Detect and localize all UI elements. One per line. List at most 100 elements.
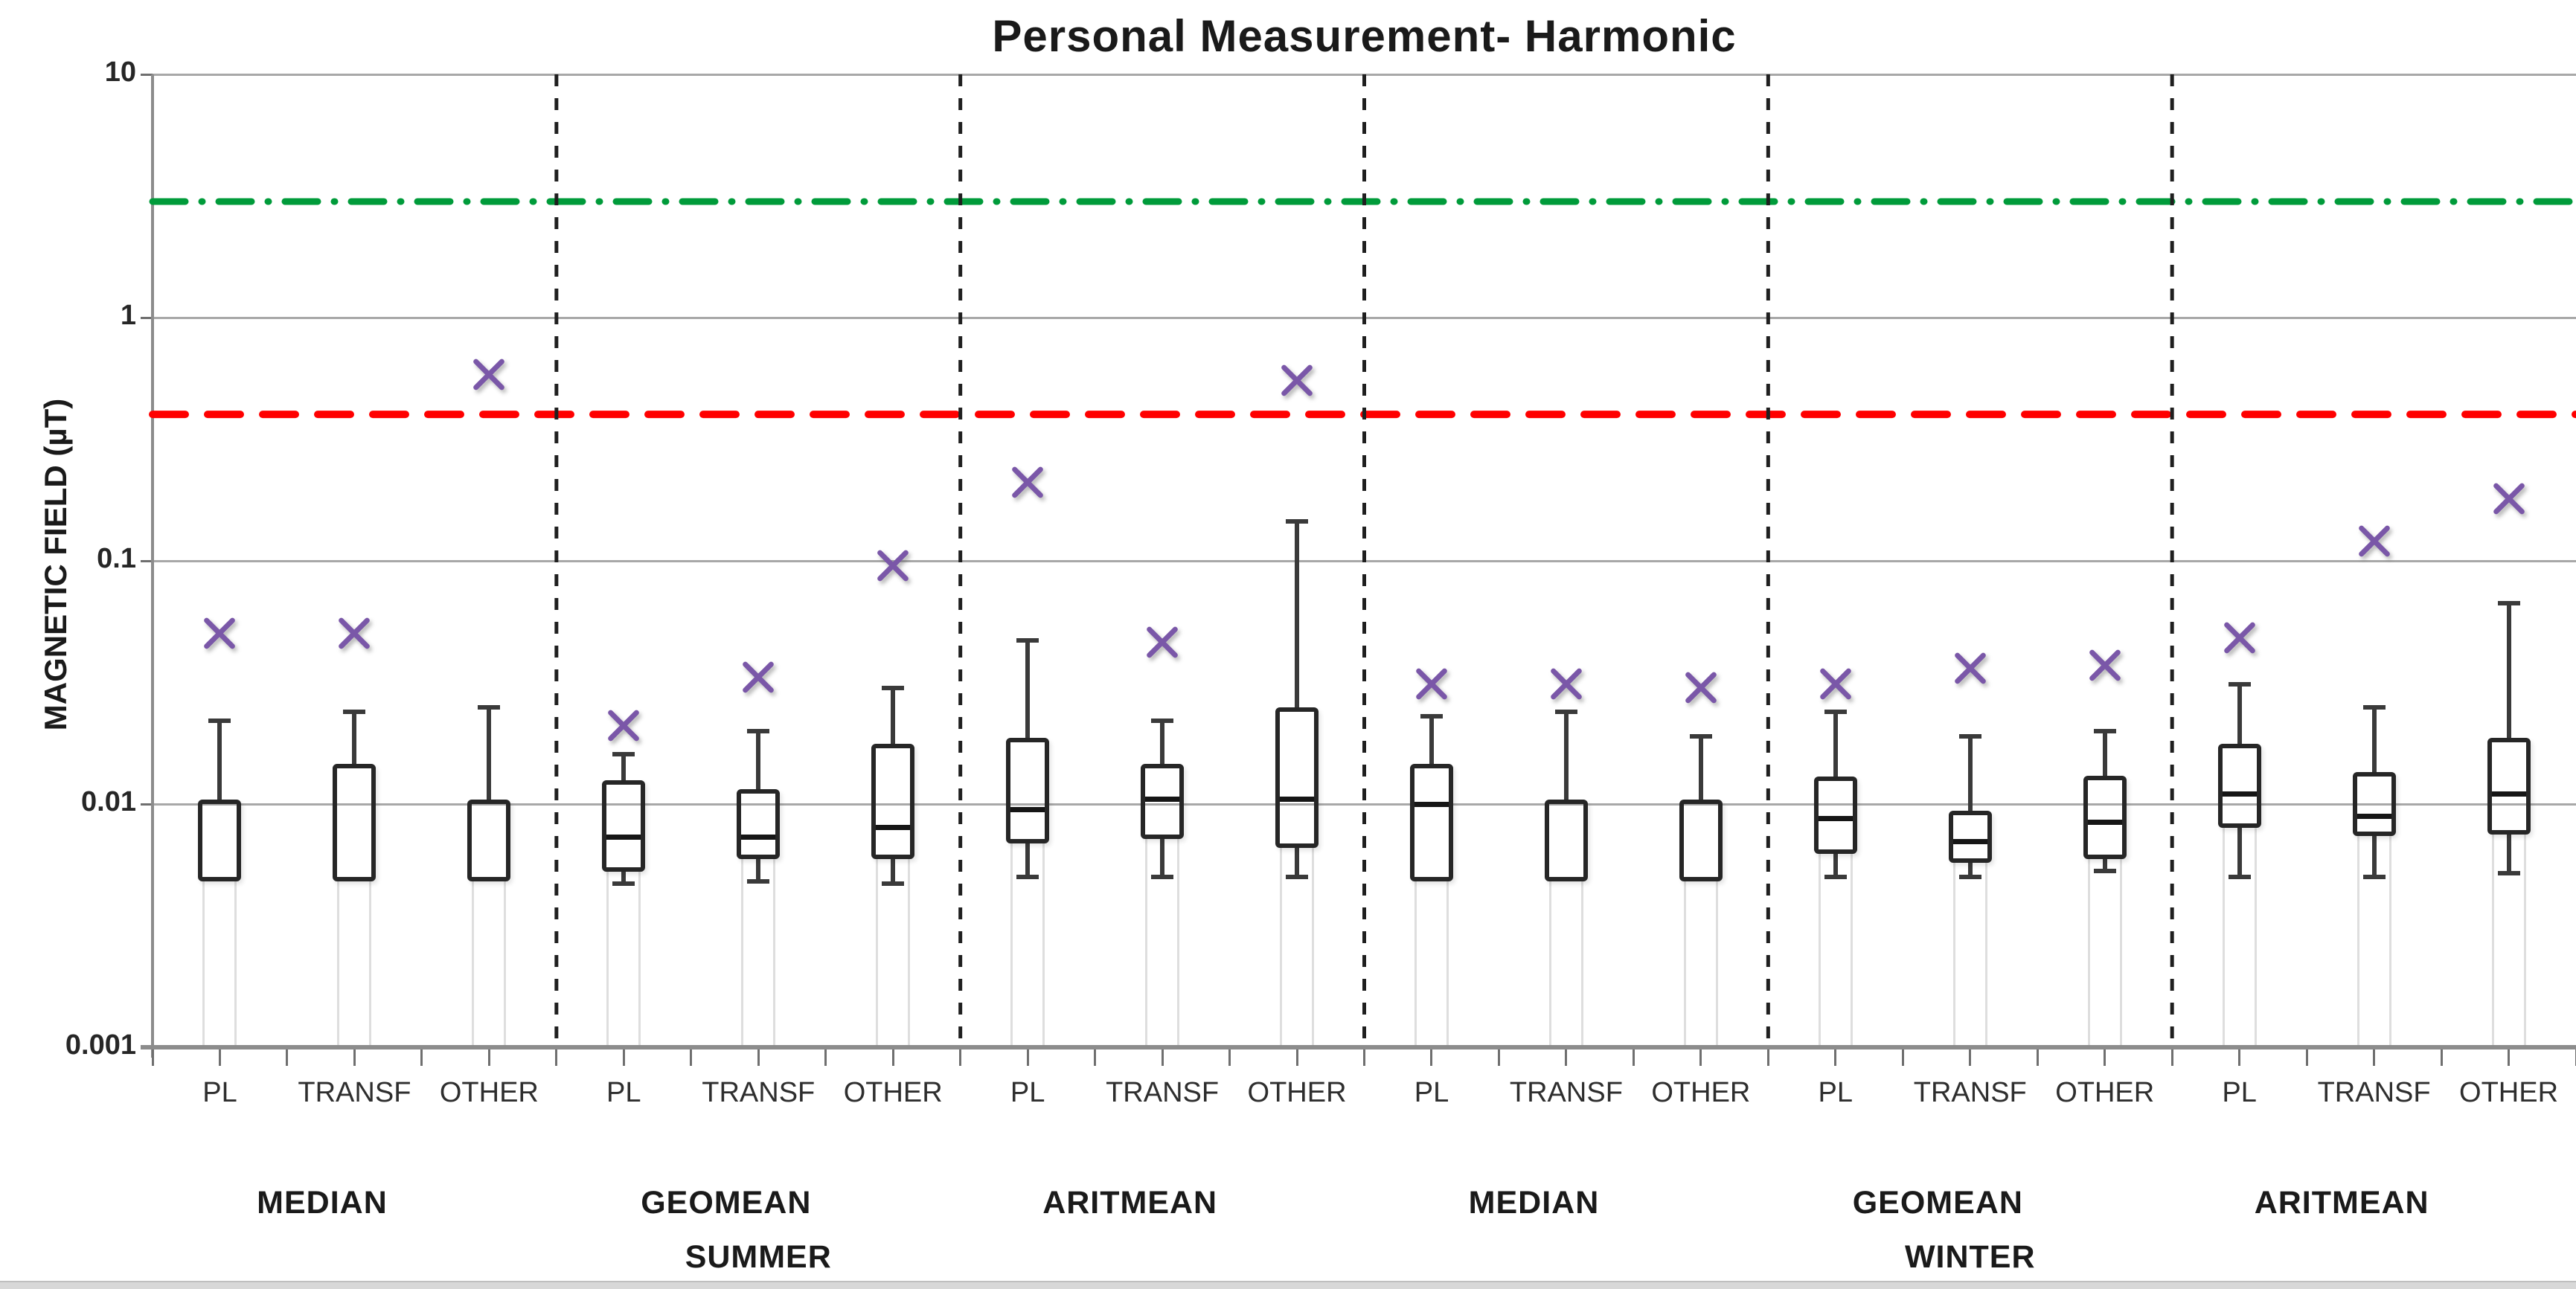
mean-x-marker-other-geomean-winter [2084, 645, 2126, 687]
group-label-aritmean-summer: ARITMEAN [981, 1185, 1279, 1221]
x-axis-tick [1162, 1049, 1164, 1066]
median-line-transf-geomean-winter [1953, 839, 1987, 844]
median-line-pl-aritmean-winter [2223, 791, 2257, 797]
median-line-other-aritmean-winter [2492, 791, 2526, 797]
x-axis-tick [1094, 1049, 1096, 1066]
upper-whisker-cap [1016, 638, 1039, 643]
upper-whisker-cap [208, 719, 231, 723]
mean-x-marker-other-median-summer [468, 354, 510, 396]
gridline-0.01 [153, 803, 2576, 806]
drop-line [1280, 843, 1282, 1047]
lower-whisker-cap [2363, 875, 2386, 879]
upper-whisker-other-median-summer [487, 707, 491, 804]
group-label-geomean-summer: GEOMEAN [577, 1185, 875, 1221]
upper-whisker-cap [1555, 710, 1577, 714]
drop-line [2492, 830, 2494, 1047]
lower-whisker-transf-aritmean-winter [2372, 832, 2377, 877]
box-transf-aritmean-winter [2353, 772, 2396, 836]
chart-title: Personal Measurement- Harmonic [153, 10, 2576, 62]
drop-line [1819, 849, 1821, 1047]
drop-line [1446, 877, 1449, 1047]
upper-whisker-other-geomean-summer [891, 688, 895, 748]
upper-whisker-transf-median-summer [352, 712, 356, 769]
box-pl-aritmean-winter [2218, 744, 2261, 829]
drop-line [741, 855, 743, 1047]
mean-x-marker-transf-aritmean-summer [1141, 622, 1183, 663]
window-bottom-bar [0, 1281, 2576, 1289]
upper-whisker-cap [747, 729, 769, 733]
lower-whisker-cap [747, 879, 769, 884]
mean-x-marker-other-aritmean-winter [2488, 478, 2530, 520]
season-label-winter: WINTER [1784, 1239, 2156, 1276]
upper-whisker-cap [1420, 714, 1443, 719]
lower-whisker-cap [2229, 875, 2251, 879]
group-label-geomean-winter: GEOMEAN [1789, 1185, 2086, 1221]
upper-whisker-pl-aritmean-summer [1025, 640, 1030, 742]
upper-whisker-other-aritmean-summer [1295, 521, 1299, 711]
box-other-aritmean-summer [1275, 707, 1319, 848]
box-transf-median-summer [333, 764, 376, 881]
x-axis-tick [286, 1049, 288, 1066]
box-transf-geomean-summer [737, 789, 780, 858]
upper-whisker-pl-median-winter [1429, 716, 1434, 769]
mean-x-marker-other-aritmean-summer [1276, 360, 1318, 402]
median-line-pl-median-winter [1414, 802, 1449, 807]
drop-line [202, 877, 205, 1047]
box-pl-geomean-summer [602, 780, 645, 872]
lower-whisker-cap [1151, 875, 1173, 879]
gridline-1 [153, 317, 2576, 319]
upper-whisker-cap [2498, 601, 2520, 605]
lower-whisker-pl-aritmean-summer [1025, 839, 1030, 878]
drop-line [2524, 830, 2526, 1047]
upper-whisker-pl-aritmean-winter [2237, 684, 2242, 748]
box-other-median-summer [467, 800, 510, 881]
median-line-other-geomean-winter [2088, 820, 2122, 825]
drop-line [606, 867, 609, 1047]
mean-x-marker-transf-median-summer [333, 613, 375, 655]
x-axis-tick [1767, 1049, 1769, 1066]
upper-whisker-other-median-winter [1699, 736, 1703, 804]
upper-whisker-cap [2229, 682, 2251, 687]
upper-whisker-cap [1959, 734, 1981, 739]
x-axis-tick [555, 1049, 557, 1066]
drop-line [1042, 839, 1045, 1047]
group-label-aritmean-winter: ARITMEAN [2193, 1185, 2490, 1221]
x-axis-tick [2373, 1049, 2375, 1066]
box-transf-geomean-winter [1949, 811, 1992, 863]
upper-whisker-pl-geomean-winter [1833, 712, 1838, 782]
y-tick-label: 1 [25, 300, 136, 332]
drop-line [908, 855, 910, 1047]
category-label-other-aritmean-winter: OTHER [2412, 1077, 2576, 1109]
mean-x-marker-pl-aritmean-summer [1007, 462, 1048, 504]
upper-whisker-cap [343, 710, 365, 714]
median-line-pl-geomean-winter [1819, 816, 1853, 821]
drop-line [1581, 877, 1583, 1047]
x-axis-tick [1902, 1049, 1904, 1066]
y-tick-label: 0.01 [25, 786, 136, 818]
drop-line [773, 855, 775, 1047]
drop-line [1549, 877, 1551, 1047]
drop-line [1985, 858, 1987, 1047]
upper-whisker-cap [2363, 705, 2386, 710]
box-pl-aritmean-summer [1006, 738, 1049, 843]
lower-whisker-other-aritmean-winter [2507, 830, 2511, 873]
x-axis-tick [1363, 1049, 1365, 1066]
group-label-median-summer: MEDIAN [173, 1185, 471, 1221]
box-pl-median-winter [1410, 764, 1453, 881]
mean-x-marker-pl-median-winter [1411, 663, 1452, 705]
drop-line [472, 877, 474, 1047]
x-axis-tick [824, 1049, 827, 1066]
drop-line [1312, 843, 1314, 1047]
upper-whisker-transf-aritmean-winter [2372, 707, 2377, 777]
x-axis-tick [420, 1049, 423, 1066]
lower-whisker-cap [2094, 869, 2116, 873]
x-axis-tick [1430, 1049, 1432, 1066]
group-label-median-winter: MEDIAN [1385, 1185, 1682, 1221]
drop-line [1716, 877, 1718, 1047]
season-label-summer: SUMMER [572, 1239, 944, 1276]
x-axis-tick [2238, 1049, 2240, 1066]
x-axis-tick [892, 1049, 894, 1066]
upper-whisker-cap [612, 752, 635, 756]
upper-whisker-other-geomean-winter [2103, 731, 2107, 781]
